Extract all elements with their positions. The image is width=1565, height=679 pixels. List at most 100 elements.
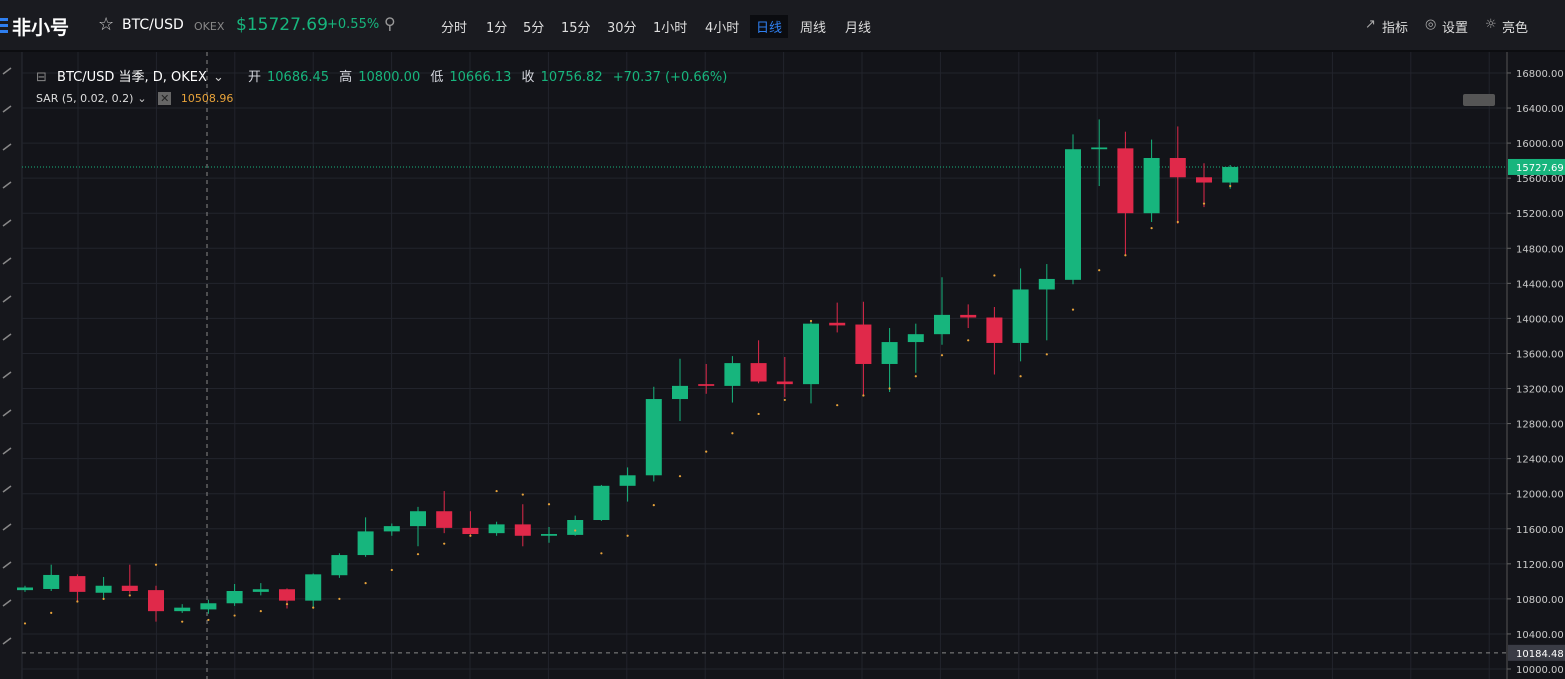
candle-body xyxy=(357,531,374,556)
interval-button[interactable]: 月线 xyxy=(845,21,872,36)
candle-body xyxy=(252,589,269,592)
sar-dot xyxy=(940,354,944,357)
candle-body xyxy=(462,527,479,535)
candle-body xyxy=(1038,278,1055,290)
candle-body xyxy=(881,342,898,364)
candle-body xyxy=(305,574,322,601)
interval-button[interactable]: 5分 xyxy=(523,21,545,36)
tool-icon xyxy=(2,181,12,189)
tool-icon xyxy=(2,561,12,569)
sar-dot xyxy=(914,375,917,378)
interval-button[interactable]: 15分 xyxy=(561,21,591,36)
sar-dot xyxy=(259,610,262,613)
candle-body xyxy=(1222,166,1239,183)
symbol[interactable]: BTC/USD 当季, D, OKEX xyxy=(57,70,207,85)
sar-dot xyxy=(102,597,105,600)
interval-button[interactable]: 日线 xyxy=(750,15,789,38)
scale-button xyxy=(1463,94,1495,106)
tool-icon xyxy=(2,637,12,645)
sar-dot xyxy=(495,489,498,493)
logo[interactable]: 非小号 xyxy=(12,17,70,39)
sar-dot xyxy=(23,622,27,625)
sar-dot xyxy=(521,493,524,496)
candle-body xyxy=(121,585,138,591)
sar-dot xyxy=(731,432,734,435)
y-tick-label: 16000.00 xyxy=(1516,139,1564,150)
y-tick-label: 14000.00 xyxy=(1516,314,1564,325)
candle-body xyxy=(672,385,688,400)
candle-body xyxy=(95,585,112,593)
sar-dot xyxy=(888,387,891,390)
sar-dot xyxy=(233,614,236,617)
top-bar: 非小号 ☆ BTC/USD OKEX $15727.69 +0.55% ⚲ 分时… xyxy=(0,0,1565,52)
low-label: 低 xyxy=(430,70,444,85)
candle-body xyxy=(174,607,191,612)
candle-body xyxy=(410,511,426,527)
y-tick-label: 16800.00 xyxy=(1516,69,1564,80)
sar-dot xyxy=(76,600,79,603)
collapse[interactable]: ⊟ xyxy=(36,70,47,85)
sar-dot xyxy=(600,552,603,555)
candle-body xyxy=(488,524,505,534)
candle-body xyxy=(645,399,662,476)
tool-icon: ☼ xyxy=(1485,17,1497,32)
tool-button[interactable]: 指标 xyxy=(1382,21,1409,36)
candle-body xyxy=(567,519,584,535)
tool-button[interactable]: 设置 xyxy=(1442,21,1469,36)
last-price-tag xyxy=(1508,158,1565,175)
indicator-name[interactable]: SAR (5, 0.02, 0.2) xyxy=(36,92,134,105)
candle-body xyxy=(986,317,1003,343)
sar-dot xyxy=(364,582,367,585)
y-tick-label: 13600.00 xyxy=(1516,349,1564,360)
star[interactable]: ☆ xyxy=(98,14,115,35)
sar-dot xyxy=(1019,375,1022,378)
sar-dot xyxy=(154,563,158,566)
interval-button[interactable]: 分时 xyxy=(441,21,468,36)
interval-button[interactable]: 1分 xyxy=(486,21,508,36)
price: $15727.69 xyxy=(236,15,328,35)
high-label: 高 xyxy=(339,70,353,85)
sar-dot xyxy=(50,611,53,615)
y-tick-label: 13200.00 xyxy=(1516,385,1564,396)
tool-icon xyxy=(2,409,12,417)
sar-dot xyxy=(809,319,813,323)
crosshair-tag xyxy=(1508,644,1565,661)
tool-icon xyxy=(2,485,12,493)
y-tick-label: 11200.00 xyxy=(1516,560,1564,571)
sar-dot xyxy=(312,606,315,609)
sar-dot xyxy=(181,620,184,623)
sar-dot xyxy=(705,450,708,453)
interval-button[interactable]: 1小时 xyxy=(653,21,688,36)
tool-icon xyxy=(2,105,12,113)
candle-body xyxy=(960,314,977,318)
sar-dot xyxy=(678,475,682,478)
candle-body xyxy=(1117,148,1134,214)
tool-icon xyxy=(2,371,12,379)
last-price-label: 15727.69 xyxy=(1516,163,1564,174)
tool-icon xyxy=(2,143,12,151)
sar-dot xyxy=(1229,184,1232,188)
search[interactable]: ⚲ xyxy=(384,14,396,33)
logo-icon xyxy=(0,18,8,33)
change: +70.37 (+0.66%) xyxy=(612,70,728,85)
candle-body xyxy=(776,381,793,385)
tool-button[interactable]: 亮色 xyxy=(1502,21,1529,36)
sar-dot xyxy=(626,534,629,537)
y-tick-label: 10800.00 xyxy=(1516,595,1564,606)
tool-icon: ◎ xyxy=(1425,17,1437,32)
exchange: OKEX xyxy=(194,20,225,33)
y-tick-label: 15600.00 xyxy=(1516,174,1564,185)
indicator: SAR (5, 0.02, 0.2) ⌄ ✕ 10508.96 xyxy=(36,92,234,105)
tool-icon xyxy=(2,333,12,341)
candle-body xyxy=(541,534,557,536)
remove[interactable]: ✕ xyxy=(158,92,172,105)
candle-body xyxy=(226,590,243,604)
interval-button[interactable]: 4小时 xyxy=(705,21,740,36)
sar-dot xyxy=(443,542,446,545)
interval-button[interactable]: 30分 xyxy=(607,21,637,36)
interval-button[interactable]: 周线 xyxy=(800,21,827,36)
chart: 10000.00 10400.00 10800.00 11200.00 11600.00… xyxy=(0,52,1565,679)
close: 10756.82 xyxy=(540,70,603,85)
y-tick-label: 12800.00 xyxy=(1516,420,1564,431)
